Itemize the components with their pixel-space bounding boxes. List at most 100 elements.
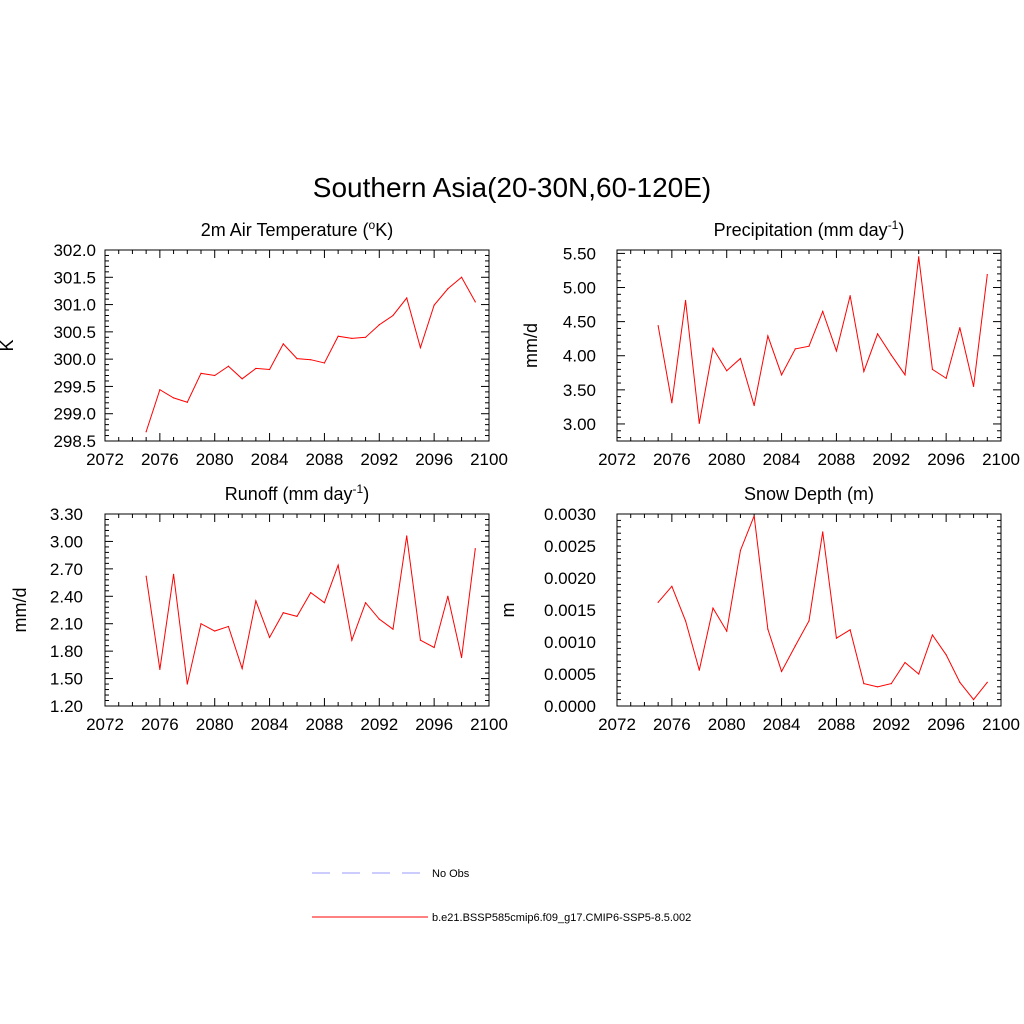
data-point — [684, 620, 687, 622]
data-point — [822, 310, 824, 312]
y-tick-label: 0.0010 — [544, 633, 596, 652]
x-tick-label: 2092 — [360, 715, 398, 734]
data-point — [186, 401, 188, 403]
legend-label-1: No Obs — [432, 868, 470, 880]
data-point — [918, 256, 920, 258]
x-tick-label: 2100 — [470, 715, 508, 734]
data-point — [351, 639, 353, 641]
y-tick-label: 3.50 — [563, 381, 596, 400]
chart-panel-4: Snow Depth (m) 2072 2076 2080 2084 2088 2092 20… — [498, 484, 1020, 734]
y-tick-label: 299.5 — [53, 377, 96, 396]
data-point — [835, 350, 838, 352]
data-point — [406, 535, 408, 537]
series-line — [657, 515, 988, 701]
data-point — [918, 673, 920, 675]
x-tick-label: 2072 — [598, 715, 636, 734]
data-point — [890, 683, 892, 685]
series-line — [145, 276, 476, 432]
data-point — [419, 347, 422, 349]
x-tick-label: 2092 — [360, 450, 398, 469]
x-tick-label: 2092 — [872, 715, 910, 734]
data-point — [657, 601, 659, 603]
y-tick-label: 4.50 — [563, 313, 596, 332]
y-tick-label: 5.00 — [563, 279, 596, 298]
data-point — [159, 668, 161, 671]
chart-panel-3: Runoff (mm day-1) 2072 2076 2080 2084 2088 209… — [10, 482, 508, 734]
x-tick-label: 2080 — [196, 450, 234, 469]
data-point — [433, 646, 435, 649]
y-tick-label: 2.70 — [50, 560, 83, 579]
data-point — [849, 629, 851, 631]
data-point — [364, 336, 367, 338]
data-point — [835, 637, 838, 639]
series-line — [657, 256, 988, 424]
data-point — [726, 630, 728, 632]
data-point — [433, 304, 435, 306]
panel-title-suffix: K) — [375, 220, 393, 240]
data-point — [767, 335, 769, 337]
data-point — [767, 628, 769, 630]
panel-title-superscript: -1 — [888, 218, 899, 232]
y-tick-label: 1.20 — [50, 697, 83, 716]
data-point — [145, 575, 147, 577]
x-tick-label: 2076 — [141, 450, 179, 469]
data-point — [255, 367, 257, 370]
data-point — [419, 639, 422, 641]
data-point — [310, 359, 312, 361]
data-point — [904, 661, 906, 664]
data-point — [241, 378, 243, 380]
data-point — [931, 634, 934, 636]
data-point — [364, 602, 367, 604]
data-point — [945, 377, 947, 379]
data-point — [931, 368, 934, 370]
y-tick-label: 2.10 — [50, 615, 83, 634]
plot-frame — [616, 513, 1002, 707]
data-point — [447, 288, 449, 290]
data-point — [780, 670, 783, 673]
x-tick-label: 2076 — [653, 450, 691, 469]
data-point — [849, 295, 851, 297]
y-tick-label: 300.5 — [53, 323, 96, 342]
y-tick-label: 301.0 — [53, 296, 96, 315]
y-tick-label: 3.00 — [563, 415, 596, 434]
x-tick-label: 2092 — [872, 450, 910, 469]
y-axis-label: K — [0, 339, 17, 351]
data-point — [227, 625, 230, 628]
y-tick-label: 0.0005 — [544, 665, 596, 684]
data-point — [378, 324, 380, 326]
data-point — [753, 404, 755, 407]
data-point — [460, 656, 463, 659]
data-point — [268, 368, 271, 371]
data-point — [657, 325, 659, 327]
data-point — [876, 333, 879, 335]
panel-title: Snow Depth (m) — [744, 484, 874, 504]
y-tick-label: 4.00 — [563, 347, 596, 366]
data-point — [296, 615, 298, 618]
data-point — [959, 327, 961, 329]
x-tick-label: 2088 — [306, 715, 344, 734]
data-point — [447, 595, 449, 597]
x-tick-label: 2080 — [196, 715, 234, 734]
data-point — [986, 273, 988, 276]
x-tick-label: 2096 — [415, 450, 453, 469]
data-point — [378, 618, 380, 620]
x-tick-label: 2096 — [927, 715, 965, 734]
y-tick-label: 0.0025 — [544, 537, 596, 556]
panel-title: 2m Air Temperature (oK) — [201, 218, 393, 240]
y-axis-label: m — [498, 603, 518, 618]
data-point — [712, 607, 714, 609]
data-point — [684, 299, 687, 302]
panel-title: Runoff (mm day-1) — [225, 482, 369, 504]
x-tick-label: 2100 — [982, 715, 1020, 734]
x-tick-label: 2072 — [86, 715, 124, 734]
y-tick-label: 3.30 — [50, 505, 83, 524]
panel-title-superscript: o — [369, 218, 376, 232]
panel-title-suffix: ) — [363, 484, 369, 504]
x-tick-label: 2096 — [415, 715, 453, 734]
data-point — [876, 686, 879, 688]
data-point — [310, 592, 312, 594]
y-tick-label: 1.50 — [50, 670, 83, 689]
y-axis-label: mm/d — [10, 588, 30, 633]
panel-title-superscript: -1 — [353, 482, 364, 496]
